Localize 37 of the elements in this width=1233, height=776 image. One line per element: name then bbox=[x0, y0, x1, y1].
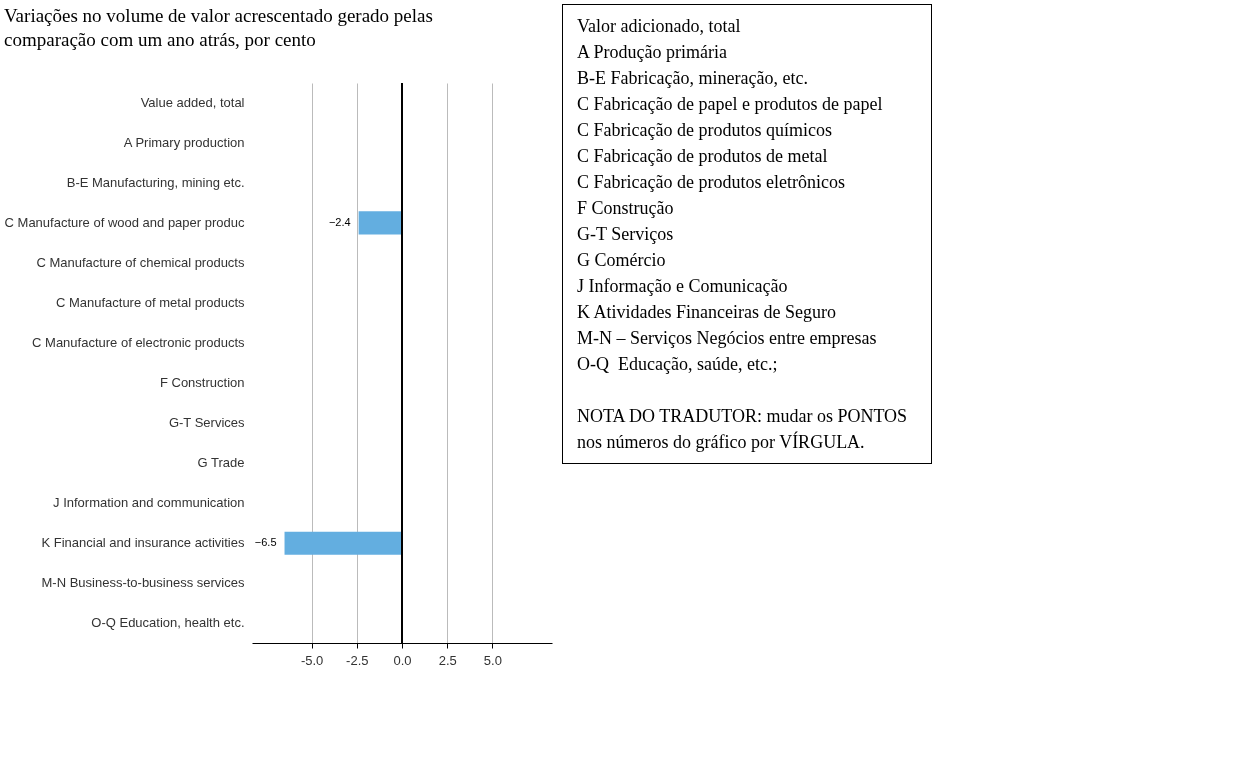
x-tick-label: 5.0 bbox=[483, 652, 502, 668]
text: NOTA DO TRADUTOR: mudar os PONTOS nos números do gráfico por VÍRGULA. bbox=[577, 405, 909, 454]
x-tick-label: -2.5 bbox=[346, 652, 369, 668]
text: M-N – Serviços Negócios entre empresas bbox=[577, 327, 878, 350]
text: C Fabricação de produtos de metal bbox=[577, 145, 829, 168]
y-tick-label: G Trade bbox=[197, 455, 245, 471]
text: B-E Fabricação, mineração, etc. bbox=[577, 67, 809, 90]
y-tick-label: C Manufacture of wood and paper produc bbox=[4, 214, 245, 230]
y-tick-label: C Manufacture of metal products bbox=[55, 294, 245, 310]
y-tick-label: A Primary production bbox=[123, 134, 245, 150]
text: A Produção primária bbox=[577, 41, 728, 64]
data-label: −6.5 bbox=[254, 536, 277, 549]
text: G-T Serviços bbox=[577, 223, 675, 246]
y-tick-label: J Information and communication bbox=[53, 495, 245, 511]
x-tick-label: -5.0 bbox=[300, 652, 324, 668]
y-tick-label: G-T Services bbox=[168, 415, 245, 431]
y-tick-label: B-E Manufacturing, mining etc. bbox=[66, 174, 245, 190]
data-label: −2.4 bbox=[328, 215, 351, 228]
y-tick-label: Value added, total bbox=[140, 94, 245, 110]
chart-title: Variações no volume de valor acrescentado gerado pelas comparação com um ano atrás, por cento bbox=[4, 4, 434, 52]
y-tick-label: K Financial and insurance activities bbox=[41, 535, 245, 551]
text: C Fabricação de papel e produtos de papel bbox=[577, 93, 884, 116]
text: O-Q Educação, saúde, etc.; bbox=[577, 353, 779, 376]
text: G Comércio bbox=[577, 249, 667, 272]
x-tick-label: 0.0 bbox=[393, 652, 412, 668]
x-tick-label: 2.5 bbox=[438, 652, 457, 668]
text: Valor adicionado, total bbox=[577, 15, 742, 38]
y-tick-label: C Manufacture of chemical products bbox=[36, 254, 245, 270]
text: J Informação e Comunicação bbox=[577, 275, 789, 298]
text: C Fabricação de produtos eletrônicos bbox=[577, 171, 846, 194]
text: C Fabricação de produtos químicos bbox=[577, 119, 833, 142]
y-tick-label: M-N Business-to-business services bbox=[41, 575, 245, 591]
y-tick-label: O-Q Education, health etc. bbox=[91, 615, 245, 631]
y-tick-label: F Construction bbox=[159, 375, 245, 391]
text: K Atividades Financeiras de Seguro bbox=[577, 301, 837, 324]
text: F Construção bbox=[577, 197, 675, 220]
y-tick-label: C Manufacture of electronic products bbox=[32, 334, 245, 350]
